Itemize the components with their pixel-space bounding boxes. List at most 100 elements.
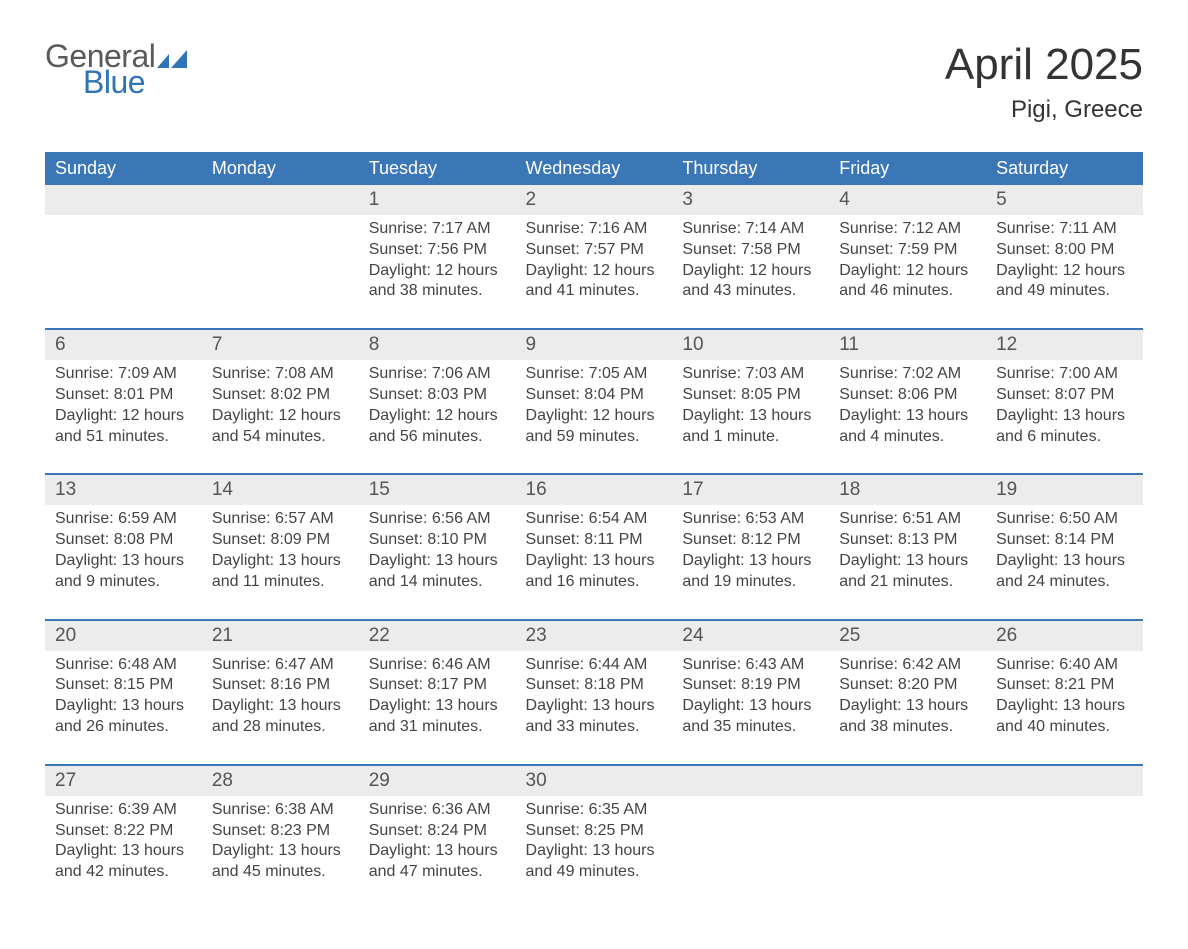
daylight-text: Daylight: 13 hours (682, 551, 819, 572)
sunrise-text: Sunrise: 7:09 AM (55, 364, 192, 385)
daylight-text: and 1 minute. (682, 427, 819, 448)
day-number (829, 765, 986, 796)
week-body-row: Sunrise: 7:17 AMSunset: 7:56 PMDaylight:… (45, 215, 1143, 329)
day-body: Sunrise: 7:08 AMSunset: 8:02 PMDaylight:… (202, 360, 359, 474)
daylight-text: and 9 minutes. (55, 572, 192, 593)
calendar-table: Sunday Monday Tuesday Wednesday Thursday… (45, 152, 1143, 909)
week-body-row: Sunrise: 6:59 AMSunset: 8:08 PMDaylight:… (45, 505, 1143, 619)
sunset-text: Sunset: 8:08 PM (55, 530, 192, 551)
day-body: Sunrise: 7:03 AMSunset: 8:05 PMDaylight:… (672, 360, 829, 474)
day-body (202, 215, 359, 329)
weekday-header: Thursday (672, 152, 829, 185)
day-number: 13 (45, 474, 202, 505)
day-number: 7 (202, 329, 359, 360)
day-number: 16 (516, 474, 673, 505)
daylight-text: and 49 minutes. (526, 862, 663, 883)
daylight-text: and 31 minutes. (369, 717, 506, 738)
day-body: Sunrise: 7:06 AMSunset: 8:03 PMDaylight:… (359, 360, 516, 474)
daylight-text: Daylight: 13 hours (369, 841, 506, 862)
daylight-text: Daylight: 13 hours (526, 551, 663, 572)
day-number: 27 (45, 765, 202, 796)
week-body-row: Sunrise: 6:39 AMSunset: 8:22 PMDaylight:… (45, 796, 1143, 909)
month-title: April 2025 (945, 40, 1143, 90)
day-number: 3 (672, 185, 829, 215)
day-number (986, 765, 1143, 796)
day-body (986, 796, 1143, 909)
daylight-text: Daylight: 13 hours (526, 841, 663, 862)
sunset-text: Sunset: 8:16 PM (212, 675, 349, 696)
daylight-text: and 47 minutes. (369, 862, 506, 883)
daylight-text: and 14 minutes. (369, 572, 506, 593)
daylight-text: and 59 minutes. (526, 427, 663, 448)
daylight-text: Daylight: 12 hours (369, 261, 506, 282)
week-number-row: 27282930 (45, 765, 1143, 796)
sunset-text: Sunset: 8:24 PM (369, 821, 506, 842)
day-number: 8 (359, 329, 516, 360)
daylight-text: Daylight: 13 hours (55, 551, 192, 572)
day-number (202, 185, 359, 215)
sunset-text: Sunset: 7:56 PM (369, 240, 506, 261)
daylight-text: Daylight: 13 hours (996, 696, 1133, 717)
sunset-text: Sunset: 8:06 PM (839, 385, 976, 406)
sunrise-text: Sunrise: 7:11 AM (996, 219, 1133, 240)
sunrise-text: Sunrise: 7:12 AM (839, 219, 976, 240)
sunset-text: Sunset: 8:21 PM (996, 675, 1133, 696)
sunrise-text: Sunrise: 7:00 AM (996, 364, 1133, 385)
weekday-header: Saturday (986, 152, 1143, 185)
week-body-row: Sunrise: 6:48 AMSunset: 8:15 PMDaylight:… (45, 651, 1143, 765)
day-number: 22 (359, 620, 516, 651)
sunset-text: Sunset: 8:17 PM (369, 675, 506, 696)
daylight-text: and 4 minutes. (839, 427, 976, 448)
daylight-text: and 45 minutes. (212, 862, 349, 883)
daylight-text: and 40 minutes. (996, 717, 1133, 738)
day-body: Sunrise: 7:05 AMSunset: 8:04 PMDaylight:… (516, 360, 673, 474)
daylight-text: and 6 minutes. (996, 427, 1133, 448)
daylight-text: and 24 minutes. (996, 572, 1133, 593)
daylight-text: and 21 minutes. (839, 572, 976, 593)
sunset-text: Sunset: 8:04 PM (526, 385, 663, 406)
weekday-header: Monday (202, 152, 359, 185)
sunrise-text: Sunrise: 6:39 AM (55, 800, 192, 821)
weekday-header-row: Sunday Monday Tuesday Wednesday Thursday… (45, 152, 1143, 185)
daylight-text: and 33 minutes. (526, 717, 663, 738)
day-body: Sunrise: 6:53 AMSunset: 8:12 PMDaylight:… (672, 505, 829, 619)
sunrise-text: Sunrise: 6:48 AM (55, 655, 192, 676)
daylight-text: and 16 minutes. (526, 572, 663, 593)
day-body: Sunrise: 6:44 AMSunset: 8:18 PMDaylight:… (516, 651, 673, 765)
weekday-header: Friday (829, 152, 986, 185)
sunrise-text: Sunrise: 7:16 AM (526, 219, 663, 240)
logo: General Blue (45, 40, 187, 98)
daylight-text: Daylight: 13 hours (212, 696, 349, 717)
daylight-text: and 11 minutes. (212, 572, 349, 593)
day-body: Sunrise: 6:59 AMSunset: 8:08 PMDaylight:… (45, 505, 202, 619)
day-number: 30 (516, 765, 673, 796)
sunset-text: Sunset: 7:57 PM (526, 240, 663, 261)
day-body: Sunrise: 6:48 AMSunset: 8:15 PMDaylight:… (45, 651, 202, 765)
sunset-text: Sunset: 7:59 PM (839, 240, 976, 261)
sunrise-text: Sunrise: 6:38 AM (212, 800, 349, 821)
day-body: Sunrise: 6:50 AMSunset: 8:14 PMDaylight:… (986, 505, 1143, 619)
sunrise-text: Sunrise: 6:57 AM (212, 509, 349, 530)
daylight-text: and 43 minutes. (682, 281, 819, 302)
day-number: 4 (829, 185, 986, 215)
daylight-text: Daylight: 13 hours (212, 551, 349, 572)
week-body-row: Sunrise: 7:09 AMSunset: 8:01 PMDaylight:… (45, 360, 1143, 474)
daylight-text: and 42 minutes. (55, 862, 192, 883)
daylight-text: and 19 minutes. (682, 572, 819, 593)
daylight-text: and 41 minutes. (526, 281, 663, 302)
sunrise-text: Sunrise: 6:44 AM (526, 655, 663, 676)
daylight-text: and 38 minutes. (369, 281, 506, 302)
day-number: 24 (672, 620, 829, 651)
sunrise-text: Sunrise: 6:59 AM (55, 509, 192, 530)
sunrise-text: Sunrise: 6:56 AM (369, 509, 506, 530)
sunset-text: Sunset: 8:18 PM (526, 675, 663, 696)
sunrise-text: Sunrise: 7:08 AM (212, 364, 349, 385)
day-body: Sunrise: 7:00 AMSunset: 8:07 PMDaylight:… (986, 360, 1143, 474)
daylight-text: Daylight: 13 hours (682, 696, 819, 717)
day-number: 23 (516, 620, 673, 651)
day-body: Sunrise: 7:02 AMSunset: 8:06 PMDaylight:… (829, 360, 986, 474)
sunrise-text: Sunrise: 6:35 AM (526, 800, 663, 821)
sunset-text: Sunset: 8:12 PM (682, 530, 819, 551)
day-number: 20 (45, 620, 202, 651)
day-body: Sunrise: 6:51 AMSunset: 8:13 PMDaylight:… (829, 505, 986, 619)
